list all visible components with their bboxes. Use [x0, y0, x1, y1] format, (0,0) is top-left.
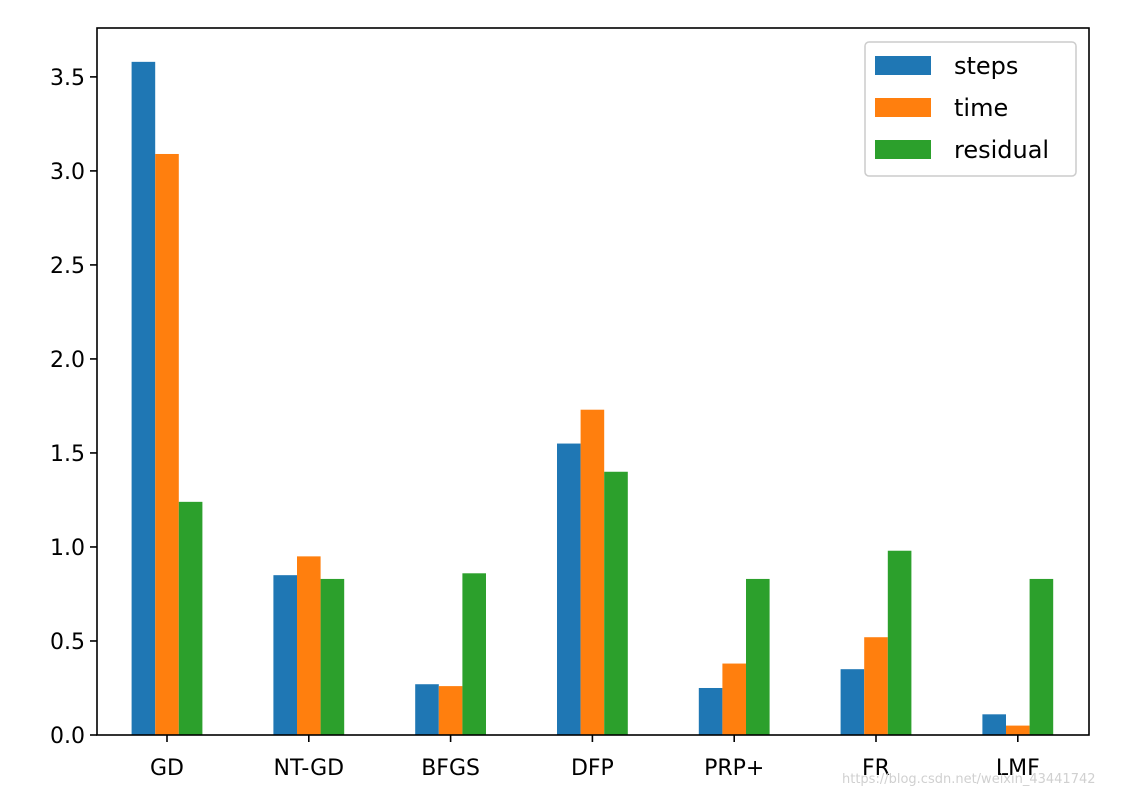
- bar-time-lmf: [1006, 725, 1030, 735]
- y-tick-label: 3.0: [50, 160, 85, 185]
- bar-steps-fr: [840, 669, 865, 735]
- bar-time-nt-gd: [297, 556, 321, 735]
- x-tick-label: DFP: [571, 756, 614, 781]
- bar-residual-bfgs: [462, 573, 486, 735]
- bar-residual-dfp: [604, 471, 628, 735]
- bar-residual-nt-gd: [320, 578, 345, 735]
- x-tick-label: NT-GD: [273, 756, 344, 781]
- watermark: https://blog.csdn.net/weixin_43441742: [842, 772, 1096, 787]
- x-tick-label: BFGS: [421, 756, 480, 781]
- bar-residual-lmf: [1029, 578, 1054, 735]
- y-tick-label: 2.0: [50, 348, 85, 373]
- bar-steps-bfgs: [415, 684, 439, 735]
- bar-time-bfgs: [438, 686, 463, 735]
- y-tick-label: 1.0: [50, 536, 85, 561]
- legend-label-time: time: [954, 94, 1008, 122]
- bar-time-gd: [155, 153, 179, 735]
- legend-swatch-steps: [875, 56, 931, 75]
- bar-time-prp-: [722, 663, 746, 735]
- y-tick-label: 1.5: [50, 442, 85, 467]
- bar-time-dfp: [580, 409, 605, 735]
- x-tick-label: FR: [862, 756, 890, 781]
- y-tick-label: 3.5: [50, 66, 85, 91]
- bar-steps-dfp: [557, 443, 581, 735]
- y-tick-label: 2.5: [50, 254, 85, 279]
- x-tick-label: PRP+: [704, 756, 764, 781]
- bar-steps-prp-: [698, 687, 723, 735]
- bars-group: [131, 61, 1054, 735]
- y-tick-label: 0.0: [50, 724, 85, 749]
- bar-residual-prp-: [746, 578, 770, 735]
- x-tick-label: LMF: [996, 756, 1040, 781]
- x-tick-label: GD: [150, 756, 184, 781]
- bar-steps-lmf: [982, 714, 1006, 735]
- bar-steps-nt-gd: [273, 575, 297, 735]
- bar-time-fr: [864, 637, 888, 735]
- legend: steps time residual: [864, 41, 1077, 177]
- legend-swatch-residual: [875, 140, 931, 159]
- legend-label-residual: residual: [954, 136, 1049, 164]
- legend-label-steps: steps: [954, 52, 1018, 80]
- bar-steps-gd: [131, 61, 156, 735]
- y-tick-label: 0.5: [50, 630, 85, 655]
- bar-residual-fr: [887, 550, 912, 735]
- axes-group: 0.0 0.5 1.0 1.5 2.0 2.5 3.0 3.5 GD NT-GD BFGS DFP PR…: [50, 27, 1090, 781]
- bar-residual-gd: [178, 501, 203, 735]
- legend-swatch-time: [875, 98, 931, 117]
